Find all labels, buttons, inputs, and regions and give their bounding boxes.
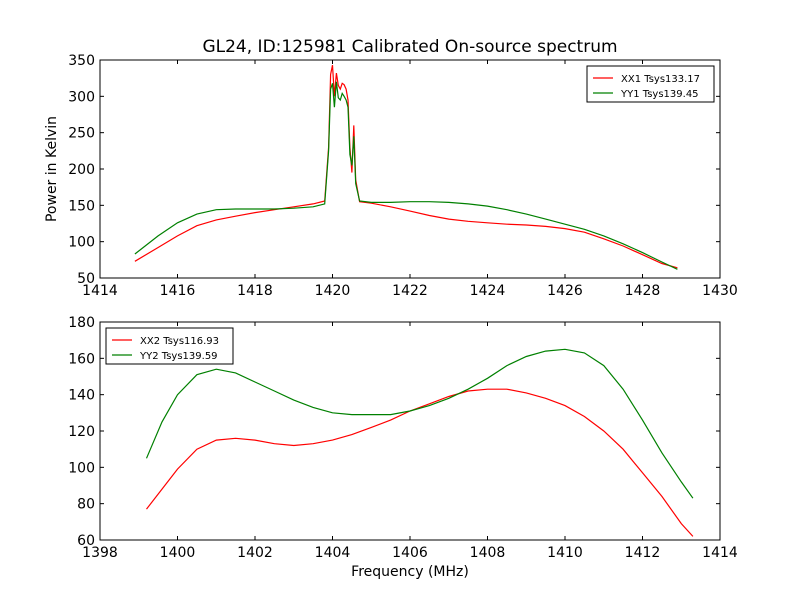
x-tick-label: 1408 xyxy=(470,545,506,561)
legend-box xyxy=(105,327,234,365)
x-tick-label: 1420 xyxy=(315,283,351,299)
y-tick-label: 60 xyxy=(77,533,95,549)
y-tick-label: 50 xyxy=(77,271,95,287)
y-tick-label: 80 xyxy=(77,497,95,513)
top-panel: 1414 1416 1418 1420 1422 1424 1426 1428 1430 50 10… xyxy=(44,53,738,299)
y-tick-label: 180 xyxy=(68,315,95,331)
y-axis-title: Power in Kelvin xyxy=(44,116,60,222)
y-tick-label: 100 xyxy=(68,235,95,251)
x-tick-label: 1414 xyxy=(702,545,738,561)
y-tick-label: 100 xyxy=(68,460,95,476)
x-tick-label: 1410 xyxy=(547,545,583,561)
x-axis-title: Frequency (MHz) xyxy=(351,564,469,580)
y-tick-label: 120 xyxy=(68,424,95,440)
legend-entry: XX2 Tsys116.93 xyxy=(140,336,219,347)
legend-box xyxy=(586,65,715,103)
legend-entry: XX1 Tsys133.17 xyxy=(621,74,700,85)
y-tick-label: 200 xyxy=(68,162,95,178)
x-tick-label: 1412 xyxy=(625,545,661,561)
y-tick-label: 300 xyxy=(68,89,95,105)
x-tick-label: 1418 xyxy=(237,283,273,299)
x-tick-label: 1404 xyxy=(315,545,351,561)
y-tick-label: 350 xyxy=(68,53,95,69)
series-line-0-1 xyxy=(134,81,678,270)
x-tick-label: 1414 xyxy=(82,283,118,299)
x-tick-label: 1406 xyxy=(392,545,428,561)
y-tick-label: 140 xyxy=(68,388,95,404)
x-tick-label: 1426 xyxy=(547,283,583,299)
x-tick-label: 1430 xyxy=(702,283,738,299)
legend-entry: YY1 Tsys139.45 xyxy=(620,89,699,100)
y-tick-label: 150 xyxy=(68,198,95,214)
y-tick-label: 250 xyxy=(68,126,95,142)
x-tick-label: 1428 xyxy=(625,283,661,299)
x-tick-label: 1400 xyxy=(160,545,196,561)
x-tick-label: 1398 xyxy=(82,545,118,561)
x-tick-label: 1402 xyxy=(237,545,273,561)
legend: XX2 Tsys116.93 YY2 Tsys139.59 xyxy=(105,327,234,365)
bottom-panel: 1398 1400 1402 1404 1406 1408 1410 1412 1414 60 80… xyxy=(68,315,738,580)
legend-entry: YY2 Tsys139.59 xyxy=(139,351,218,362)
series-line-1-1 xyxy=(145,348,694,499)
y-tick-label: 160 xyxy=(68,351,95,367)
x-tick-label: 1424 xyxy=(470,283,506,299)
figure-title: GL24, ID:125981 Calibrated On-source spe… xyxy=(202,37,617,57)
legend: XX1 Tsys133.17 YY1 Tsys139.45 xyxy=(586,65,715,103)
x-tick-label: 1422 xyxy=(392,283,428,299)
series-line-1-0 xyxy=(146,388,694,537)
x-tick-label: 1416 xyxy=(160,283,196,299)
